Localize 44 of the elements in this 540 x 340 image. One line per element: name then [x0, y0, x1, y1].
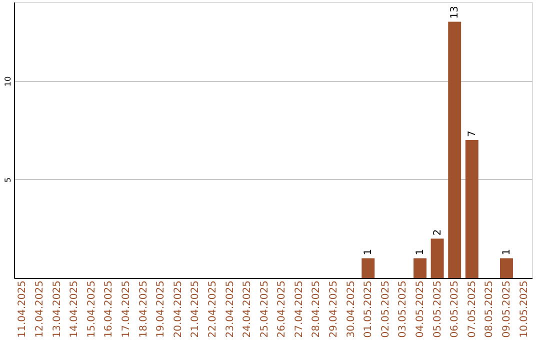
bar: [430, 238, 444, 278]
x-tick-label: 15.04.2025: [86, 280, 98, 338]
data-label: 1: [415, 248, 426, 256]
x-tick-label: 13.04.2025: [52, 280, 63, 338]
bar: [414, 258, 426, 278]
x-tick-label: 27.04.2025: [294, 280, 305, 338]
bar: [465, 140, 478, 278]
x-tick-label: 16.04.2025: [104, 280, 115, 338]
x-tick-label: 10.05.2025: [518, 280, 530, 338]
data-label: 2: [432, 229, 444, 236]
x-tick-label: 28.04.2025: [311, 280, 322, 338]
data-label: 1: [363, 248, 374, 256]
x-tick-label: 01.05.2025: [363, 280, 374, 338]
bar: [362, 258, 375, 278]
x-tick-label: 04.05.2025: [415, 280, 426, 338]
x-tick-label: 18.04.2025: [138, 280, 150, 338]
x-tick-label: 25.04.2025: [259, 280, 270, 338]
x-tick-label: 23.04.2025: [224, 280, 236, 338]
x-tick-label: 21.04.2025: [190, 280, 202, 338]
x-tick-label: 08.05.2025: [484, 280, 496, 338]
data-label: 13: [450, 6, 461, 19]
y-tick-label: 5: [4, 177, 12, 182]
x-tick-label: 19.04.2025: [156, 280, 167, 338]
x-tick-label: 07.05.2025: [466, 280, 478, 338]
x-tick-label: 02.05.2025: [380, 280, 392, 338]
x-tick-label: 09.05.2025: [501, 280, 512, 338]
x-tick-label: 22.04.2025: [207, 280, 218, 338]
data-label: 1: [501, 248, 512, 256]
data-label: 7: [466, 130, 478, 137]
x-tick-label: 05.05.2025: [432, 280, 444, 338]
x-tick-label: 06.05.2025: [450, 280, 461, 338]
x-tick-label: 26.04.2025: [276, 280, 288, 338]
x-tick-label: 24.04.2025: [242, 280, 254, 338]
x-tick-label: 03.05.2025: [398, 280, 409, 338]
x-tick-label: 20.04.2025: [172, 280, 184, 338]
bar: [448, 22, 462, 278]
x-tick-label: 11.04.2025: [17, 280, 28, 338]
bar: [500, 258, 513, 278]
y-tick-label: 10: [4, 76, 12, 86]
x-tick-label: 17.04.2025: [120, 280, 132, 338]
x-tick-label: 14.04.2025: [69, 280, 80, 338]
x-tick-label: 12.04.2025: [34, 280, 46, 338]
x-tick-label: 30.04.2025: [346, 280, 357, 338]
x-tick-label: 29.04.2025: [328, 280, 340, 338]
